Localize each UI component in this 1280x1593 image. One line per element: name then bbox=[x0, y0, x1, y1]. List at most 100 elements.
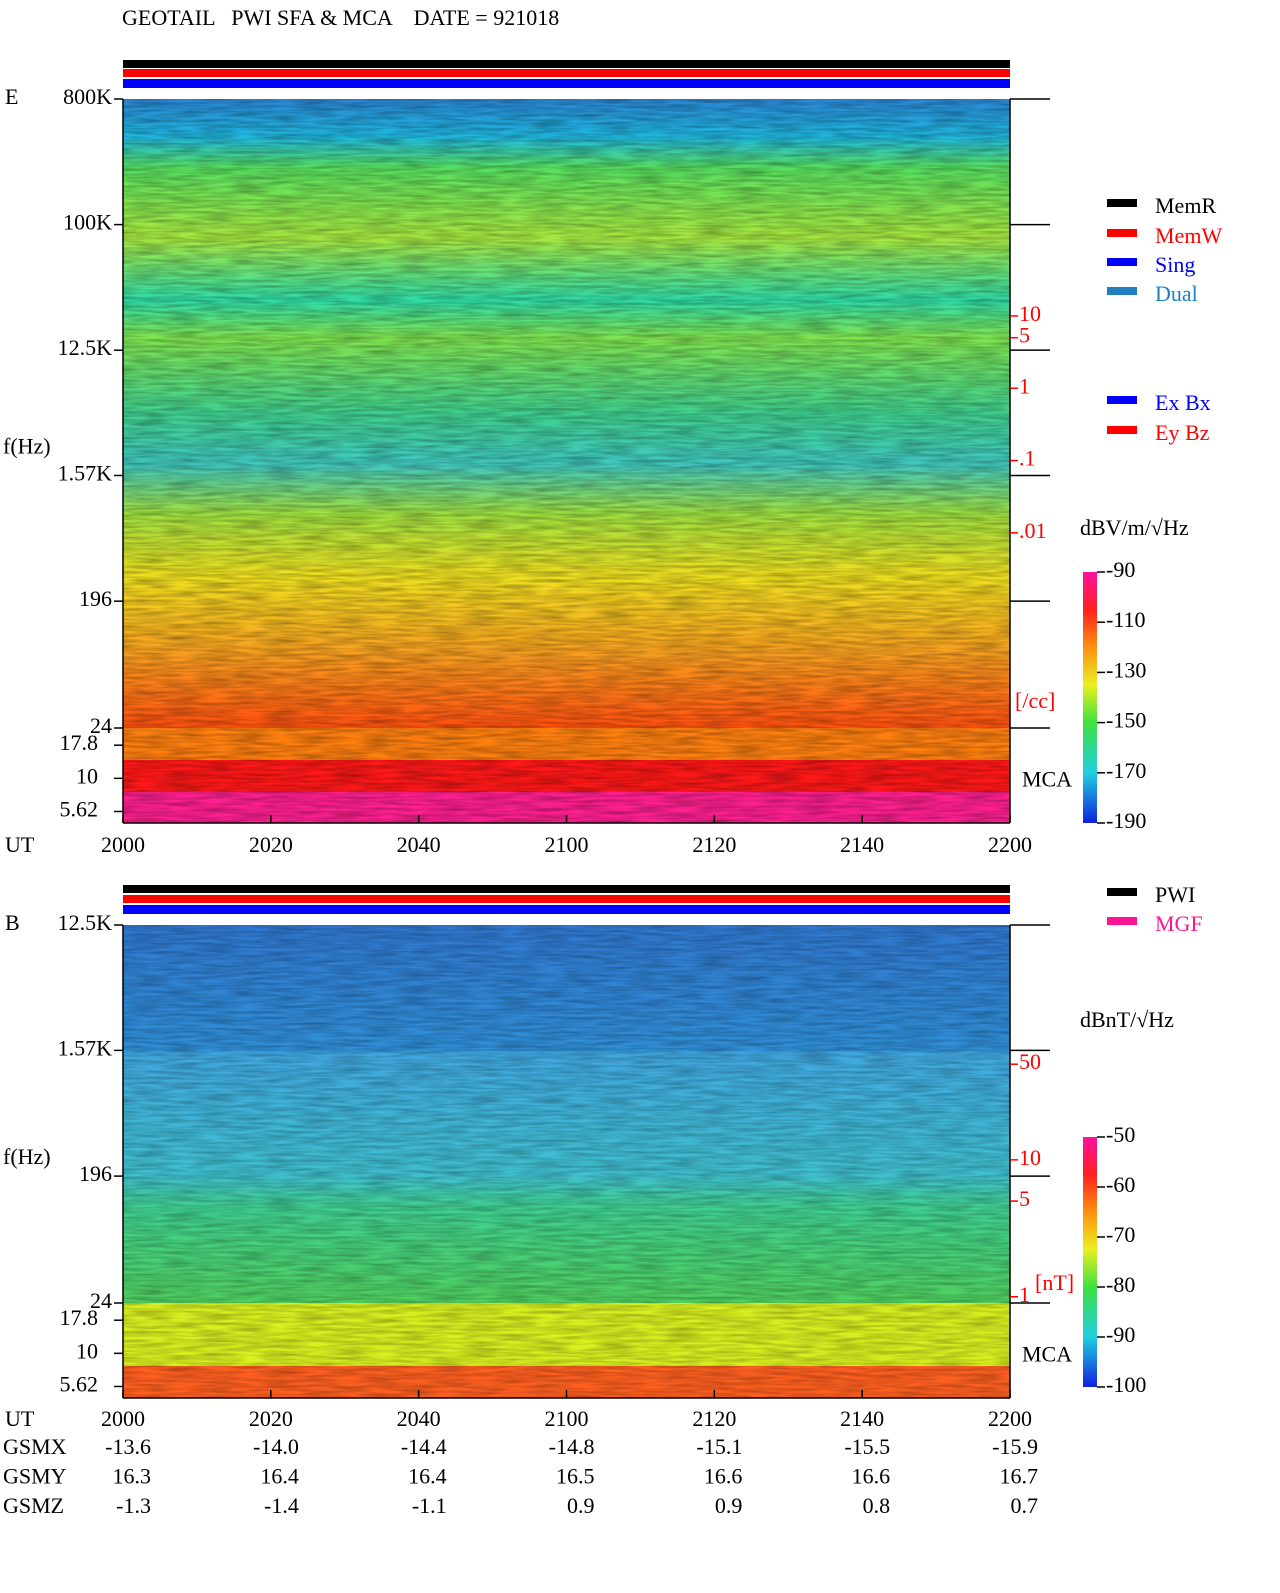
x-tick-label: 2000 bbox=[101, 1406, 145, 1431]
y-tick-label: 800K bbox=[63, 84, 112, 109]
orbit-value: -15.1 bbox=[697, 1434, 743, 1459]
colorbar-tick-label: -100 bbox=[1106, 1372, 1146, 1397]
status-bar bbox=[123, 69, 1010, 77]
orbit-value: 0.9 bbox=[567, 1493, 595, 1518]
orbit-value: -15.5 bbox=[844, 1434, 890, 1459]
colorbar-tick-label: -170 bbox=[1106, 758, 1146, 783]
orbit-value: 16.3 bbox=[113, 1464, 152, 1489]
x-tick-label: 2040 bbox=[397, 1406, 441, 1431]
x-tick-label: 2200 bbox=[988, 1406, 1032, 1431]
orbit-row-label: GSMY bbox=[3, 1464, 67, 1489]
orbit-value: -14.0 bbox=[253, 1434, 299, 1459]
x-axis-label: UT bbox=[5, 832, 35, 857]
mca-tick-label: 10 bbox=[76, 763, 98, 788]
status-bar bbox=[123, 895, 1010, 903]
x-tick-label: 2120 bbox=[692, 1406, 736, 1431]
orbit-value: -1.3 bbox=[116, 1493, 151, 1518]
orbit-value: 16.6 bbox=[852, 1464, 891, 1489]
y2-tick-label: .1 bbox=[1019, 446, 1036, 471]
legend-label: MemW bbox=[1155, 223, 1222, 248]
legend-swatch bbox=[1107, 396, 1137, 404]
y-axis-label: f(Hz) bbox=[3, 434, 51, 459]
y2-unit: [nT] bbox=[1035, 1270, 1074, 1295]
orbit-value: 16.5 bbox=[556, 1464, 595, 1489]
colorbar-tick-label: -80 bbox=[1106, 1272, 1135, 1297]
x-tick-label: 2200 bbox=[988, 832, 1032, 857]
spectrogram-texture bbox=[123, 925, 1010, 1398]
x-tick-label: 2140 bbox=[840, 1406, 884, 1431]
x-tick-label: 2100 bbox=[545, 832, 589, 857]
y2-tick-label: 50 bbox=[1019, 1049, 1041, 1074]
legend-swatch bbox=[1107, 917, 1137, 925]
legend-swatch bbox=[1107, 199, 1137, 207]
orbit-value: 16.6 bbox=[704, 1464, 743, 1489]
status-bar bbox=[123, 60, 1010, 68]
y2-tick-label: .01 bbox=[1019, 518, 1047, 543]
y2-tick-label: 1 bbox=[1019, 373, 1030, 398]
mca-tick-label: 5.62 bbox=[60, 797, 99, 822]
orbit-value: -13.6 bbox=[105, 1434, 151, 1459]
colorbar-tick-label: -130 bbox=[1106, 657, 1146, 682]
mca-label: MCA bbox=[1022, 767, 1072, 792]
y-tick-label: 1.57K bbox=[58, 1035, 113, 1060]
panel-label: B bbox=[5, 910, 20, 935]
mca-tick-label: 5.62 bbox=[60, 1372, 99, 1397]
colorbar-tick-label: -190 bbox=[1106, 808, 1146, 833]
y2-unit: [/cc] bbox=[1015, 688, 1055, 713]
colorbar-tick-label: -90 bbox=[1106, 1322, 1135, 1347]
mca-label: MCA bbox=[1022, 1342, 1072, 1367]
y2-tick-label: 5 bbox=[1019, 1186, 1030, 1211]
x-axis-label: UT bbox=[5, 1406, 35, 1431]
legend-label: Ex Bx bbox=[1155, 390, 1211, 415]
legend-label: MGF bbox=[1155, 911, 1203, 936]
orbit-row-label: GSMX bbox=[3, 1434, 67, 1459]
orbit-value: -14.4 bbox=[401, 1434, 447, 1459]
x-tick-label: 2120 bbox=[692, 832, 736, 857]
colorbar-tick-label: -70 bbox=[1106, 1222, 1135, 1247]
y-tick-label: 12.5K bbox=[58, 335, 113, 360]
x-tick-label: 2020 bbox=[249, 832, 293, 857]
orbit-value: -15.9 bbox=[992, 1434, 1038, 1459]
colorbar-tick-label: -110 bbox=[1106, 607, 1146, 632]
colorbar-label: dBV/m/√Hz bbox=[1080, 515, 1189, 540]
orbit-value: 16.4 bbox=[260, 1464, 299, 1489]
status-bar bbox=[123, 905, 1010, 914]
y-axis-label: f(Hz) bbox=[3, 1144, 51, 1169]
y-tick-label: 196 bbox=[79, 586, 112, 611]
colorbar-label: dBnT/√Hz bbox=[1080, 1007, 1174, 1032]
y-tick-label: 196 bbox=[79, 1161, 112, 1186]
legend-swatch bbox=[1107, 888, 1137, 896]
orbit-value: -1.4 bbox=[264, 1493, 299, 1518]
legend-swatch bbox=[1107, 229, 1137, 237]
x-tick-label: 2000 bbox=[101, 832, 145, 857]
colorbar bbox=[1083, 1137, 1097, 1387]
y2-tick-label: 10 bbox=[1019, 1145, 1041, 1170]
y-tick-label: 24 bbox=[90, 1288, 112, 1313]
legend-label: Sing bbox=[1155, 252, 1195, 277]
orbit-value: 0.8 bbox=[863, 1493, 891, 1518]
orbit-value: 16.4 bbox=[408, 1464, 447, 1489]
orbit-value: 16.7 bbox=[1000, 1464, 1039, 1489]
x-tick-label: 2020 bbox=[249, 1406, 293, 1431]
legend-label: PWI bbox=[1155, 882, 1195, 907]
orbit-row-label: GSMZ bbox=[3, 1493, 64, 1518]
colorbar-tick-label: -50 bbox=[1106, 1122, 1135, 1147]
legend-swatch bbox=[1107, 287, 1137, 295]
orbit-value: 0.7 bbox=[1011, 1493, 1039, 1518]
legend-swatch bbox=[1107, 258, 1137, 266]
colorbar-tick-label: -150 bbox=[1106, 708, 1146, 733]
colorbar bbox=[1083, 572, 1097, 823]
y-tick-label: 1.57K bbox=[58, 461, 113, 486]
mca-tick-label: 17.8 bbox=[60, 730, 99, 755]
x-tick-label: 2140 bbox=[840, 832, 884, 857]
y-tick-label: 100K bbox=[63, 210, 112, 235]
x-tick-label: 2100 bbox=[545, 1406, 589, 1431]
y-tick-label: 12.5K bbox=[58, 910, 113, 935]
legend-label: Dual bbox=[1155, 281, 1198, 306]
legend-label: Ey Bz bbox=[1155, 420, 1210, 445]
orbit-value: -1.1 bbox=[412, 1493, 447, 1518]
y2-tick-label: 10 bbox=[1019, 301, 1041, 326]
